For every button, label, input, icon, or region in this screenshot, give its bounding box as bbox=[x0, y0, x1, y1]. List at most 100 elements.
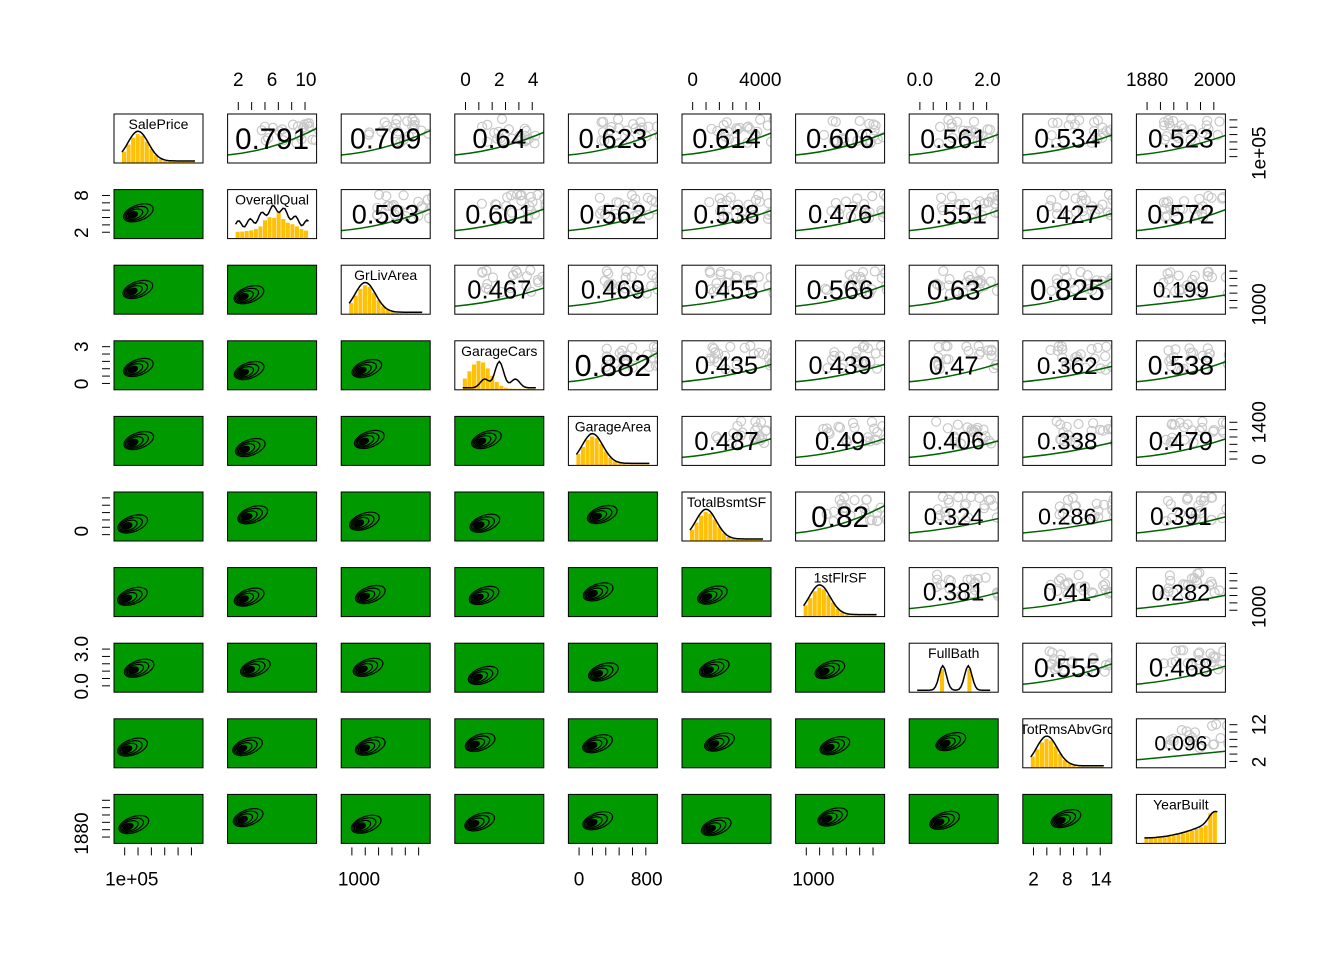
density-contour bbox=[244, 666, 256, 674]
scatter-point bbox=[1054, 501, 1065, 512]
tick-label: 1e+05 bbox=[1249, 127, 1270, 180]
scatter-point bbox=[263, 133, 274, 144]
panel-frame bbox=[454, 264, 545, 315]
panel-0-0: SalePrice bbox=[113, 113, 204, 164]
density-contour bbox=[822, 741, 840, 753]
scatter-point bbox=[525, 191, 537, 202]
density-contour bbox=[587, 662, 619, 682]
panel-8-0 bbox=[113, 718, 204, 769]
scatter-point bbox=[477, 266, 488, 277]
panel-3-1 bbox=[227, 340, 318, 391]
scatter-point bbox=[1191, 575, 1202, 586]
density-contour bbox=[353, 429, 385, 450]
histogram-bar bbox=[172, 161, 177, 163]
panel-5-9: 0.391 bbox=[1135, 491, 1226, 542]
smooth-line bbox=[1136, 209, 1226, 232]
scatter-point bbox=[818, 129, 830, 141]
scatter-point bbox=[832, 136, 843, 147]
histogram-bar bbox=[149, 148, 154, 163]
panel-frame bbox=[1022, 642, 1113, 693]
scatter-point bbox=[1069, 119, 1081, 130]
panel-frame bbox=[908, 264, 999, 315]
scatter-point bbox=[965, 574, 977, 585]
panel-frame bbox=[681, 718, 772, 769]
variable-name: GarageCars bbox=[461, 343, 537, 359]
scatter-point bbox=[1057, 352, 1068, 363]
density-contour bbox=[353, 519, 365, 528]
scatter-point bbox=[833, 421, 844, 432]
histogram-bar bbox=[503, 387, 508, 390]
histogram-bar bbox=[1167, 836, 1172, 844]
density-contour bbox=[359, 592, 371, 601]
scatter-point bbox=[1110, 647, 1112, 654]
scatter-point bbox=[867, 191, 878, 202]
scatter-point bbox=[732, 124, 743, 135]
histogram-bar bbox=[144, 141, 149, 163]
panel-4-5: 0.487 bbox=[681, 415, 772, 466]
histogram-bar bbox=[608, 457, 613, 466]
histogram-bar bbox=[622, 464, 627, 466]
smooth-line bbox=[568, 132, 658, 156]
density-contour bbox=[582, 734, 613, 754]
scatter-point bbox=[978, 424, 989, 435]
histogram-bar bbox=[244, 230, 249, 239]
scatter-point bbox=[1088, 126, 1100, 137]
density-contour bbox=[358, 437, 370, 446]
scatter-point bbox=[296, 134, 307, 145]
smooth-line bbox=[795, 363, 885, 383]
smooth-line bbox=[1136, 594, 1226, 610]
scatter-point bbox=[991, 285, 999, 296]
scatter-point bbox=[621, 266, 632, 277]
scatter-point bbox=[1100, 578, 1111, 590]
density-contour bbox=[126, 436, 144, 448]
density-contour bbox=[592, 670, 604, 678]
density-contour bbox=[125, 363, 144, 375]
scatter-point bbox=[944, 583, 955, 594]
panel-frame bbox=[567, 491, 658, 542]
histogram-bar bbox=[1035, 749, 1040, 768]
panel-frame bbox=[227, 718, 318, 769]
scatter-point bbox=[382, 200, 393, 212]
correlation-label: 0.593 bbox=[352, 199, 420, 230]
scatter-point bbox=[881, 192, 885, 203]
scatter-point bbox=[731, 359, 742, 370]
scatter-point bbox=[1217, 192, 1226, 203]
density-contour bbox=[352, 817, 377, 833]
scatter-point bbox=[770, 286, 771, 293]
smooth-line bbox=[1136, 438, 1226, 459]
density-contour bbox=[356, 587, 381, 603]
tick-label: 3 bbox=[72, 341, 93, 352]
panel-5-2 bbox=[340, 491, 431, 542]
histogram-bar bbox=[690, 529, 695, 541]
panel-frame bbox=[681, 340, 772, 391]
panel-2-1 bbox=[227, 264, 318, 315]
scatter-point bbox=[940, 341, 951, 352]
scatter-point bbox=[1211, 719, 1222, 730]
density-contour bbox=[124, 433, 149, 449]
density-curve bbox=[1030, 735, 1104, 767]
density-contour bbox=[355, 662, 374, 675]
histogram-bar bbox=[1180, 833, 1185, 844]
scatter-point bbox=[635, 265, 647, 276]
panel-6-9: 0.282 bbox=[1135, 567, 1226, 618]
panel-frame bbox=[1022, 793, 1113, 844]
density-contour bbox=[121, 594, 133, 603]
histogram-bar bbox=[235, 231, 240, 239]
scatter-point bbox=[1185, 347, 1197, 358]
correlation-label: 0.882 bbox=[575, 349, 652, 383]
histogram-bar bbox=[126, 144, 131, 163]
density-contour bbox=[127, 211, 139, 219]
scatter-point bbox=[966, 126, 977, 137]
scatter-point bbox=[1063, 577, 1074, 588]
scatter-point bbox=[1188, 437, 1199, 448]
scatter-point bbox=[762, 120, 771, 131]
scatter-point bbox=[1178, 123, 1190, 134]
density-contour bbox=[118, 740, 143, 756]
density-contour bbox=[359, 744, 371, 753]
histogram-bar bbox=[176, 161, 181, 163]
panel-frame bbox=[340, 793, 431, 844]
panel-frame bbox=[113, 491, 204, 542]
scatter-point bbox=[599, 135, 610, 146]
panel-8-3 bbox=[454, 718, 545, 769]
scatter-point bbox=[1070, 432, 1081, 443]
